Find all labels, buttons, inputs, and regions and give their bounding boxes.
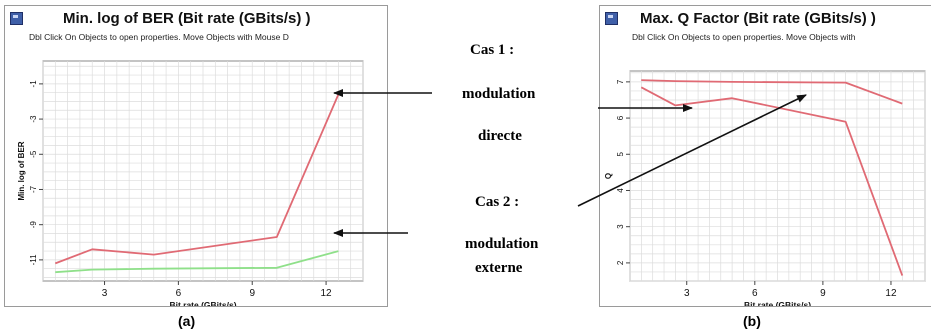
q-y-tick-label: 3 [616, 224, 625, 229]
q-y-tick-label: 6 [616, 115, 625, 120]
q-y-tick-label: 4 [616, 188, 625, 193]
ber-y-tick-label: -1 [29, 80, 38, 88]
ber-x-tick-label: 6 [176, 288, 182, 299]
window-icon [10, 12, 23, 25]
panel-a-title: Min. log of BER (Bit rate (GBits/s) ) [63, 10, 311, 27]
ber-x-tick-label: 12 [321, 288, 333, 299]
panel-b: Max. Q Factor (Bit rate (GBits/s) ) Dbl … [599, 5, 931, 307]
q-y-axis-label: Q [604, 173, 613, 179]
q-y-tick-label: 7 [616, 79, 625, 84]
ber-y-tick-label: -7 [29, 185, 38, 193]
ber-x-axis-label: Bit rate (GBits/s) [169, 300, 236, 306]
q-x-tick-label: 6 [752, 288, 758, 299]
caption-a: (a) [178, 313, 196, 329]
q-x-axis-label: Bit rate (GBits/s) [744, 300, 811, 306]
ber-series-1-line [54, 94, 340, 265]
q-factor-chart: 3 6 9 12 2 3 4 5 6 7 Bit rate (GBits/s) Q [604, 70, 926, 306]
panel-b-title: Max. Q Factor (Bit rate (GBits/s) ) [640, 10, 876, 27]
ber-y-axis-label: Min. log of BER [17, 141, 26, 200]
ber-y-tick-label: -3 [29, 115, 38, 123]
annotation-cas1-line2: directe [478, 128, 522, 144]
q-x-tick-label: 3 [684, 288, 690, 299]
q-x-tick-label: 9 [820, 288, 826, 299]
ber-x-tick-label: 9 [249, 288, 255, 299]
ber-y-tick-label: -9 [29, 221, 38, 229]
panel-a: Min. log of BER (Bit rate (GBits/s) ) Db… [4, 5, 388, 307]
ber-series-2-line [55, 250, 339, 274]
annotation-cas2: Cas 2 : [475, 194, 520, 210]
window-icon [605, 12, 618, 25]
ber-x-tick-label: 3 [102, 288, 108, 299]
annotation-cas2-line1: modulation [465, 236, 539, 252]
q-x-tick-label: 12 [885, 288, 897, 299]
panel-b-hint: Dbl Click On Objects to open properties.… [632, 32, 856, 42]
ber-y-tick-label: -5 [29, 150, 38, 158]
q-series-1-line [641, 79, 903, 105]
caption-b: (b) [743, 313, 761, 329]
annotation-cas2-line2: externe [475, 260, 523, 276]
q-y-tick-label: 2 [616, 260, 625, 265]
annotation-cas1-line1: modulation [462, 86, 536, 102]
annotation-cas1: Cas 1 : [470, 42, 515, 58]
ber-chart: 3 6 9 12 -1 -3 -5 -7 -9 -11 Bit rate (GBits/s) Min.… [17, 60, 364, 306]
panel-a-hint: Dbl Click On Objects to open properties.… [29, 32, 289, 42]
ber-y-tick-label: -11 [29, 254, 38, 266]
q-y-tick-label: 5 [616, 152, 625, 157]
